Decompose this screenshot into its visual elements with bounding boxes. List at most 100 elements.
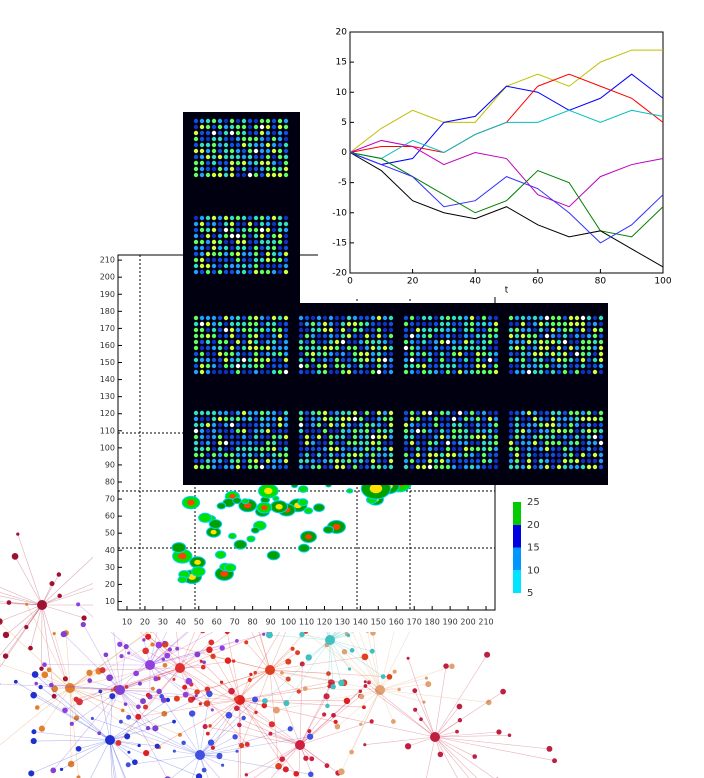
echo [224,563,237,573]
heat-cell [328,327,334,333]
heat-cell [265,233,271,239]
heat-cell [235,172,241,178]
heat-cell [259,357,265,363]
heat-cell [532,464,538,470]
heat-cell [259,221,265,227]
edge [239,699,241,778]
heat-cell [508,345,514,351]
edge [69,687,79,778]
heat-cell [253,227,259,233]
node [287,726,293,732]
heat-cell [193,233,199,239]
heat-cell [445,410,451,416]
heat-cell [532,321,538,327]
heat-cell [532,434,538,440]
heat-cell [316,327,322,333]
node [49,581,55,587]
node [73,696,79,702]
node [160,697,167,703]
node [299,631,305,638]
edge [119,689,164,701]
heat-cell [493,315,499,321]
heat-cell [457,452,463,458]
heat-cell [235,166,241,172]
heat-cell [328,351,334,357]
heat-cell [481,315,487,321]
heat-cell [376,452,382,458]
node [159,694,164,699]
heat-cell [271,221,277,227]
heat-cell [388,410,394,416]
y-tick-label: 60 [105,512,115,521]
heat-cell [211,160,217,166]
heat-cell [205,136,211,142]
heat-cell [382,440,388,446]
node [419,717,423,722]
heat-cell [574,416,580,422]
node [457,718,463,723]
heat-cell [211,357,217,363]
heat-cell [217,263,223,269]
node [117,641,123,647]
heat-cell [193,446,199,452]
edge [434,736,555,762]
heat-cell [304,410,310,416]
heat-cell [340,464,346,470]
heat-cell [193,263,199,269]
echo [346,488,354,494]
edge [33,731,111,741]
heat-cell [439,422,445,428]
edge [83,624,121,691]
node [210,708,214,712]
heat-cell [271,452,277,458]
heat-cell [433,464,439,470]
heat-cell [556,327,562,333]
node [205,731,210,736]
heat-cell [580,345,586,351]
heat-cell [358,333,364,339]
heat-cell [370,315,376,321]
heat-cell [193,357,199,363]
edge [379,683,429,691]
heat-cell [229,434,235,440]
hub [65,683,75,693]
heat-cell [487,428,493,434]
heat-cell [340,422,346,428]
heat-cell [439,357,445,363]
node [97,731,102,736]
heat-cell [457,410,463,416]
edge [239,699,364,708]
heat-cell [364,363,370,369]
heat-cell [298,410,304,416]
heat-cell [388,434,394,440]
heat-cell [562,369,568,375]
heat-cell [205,221,211,227]
heat-cell [229,154,235,160]
heat-cell [205,148,211,154]
heat-cell [283,446,289,452]
echo [298,485,309,493]
heat-cell [199,458,205,464]
heat-cell [265,351,271,357]
heat-cell [283,251,289,257]
heat-cell [271,446,277,452]
heat-cell [223,251,229,257]
heat-cell [235,410,241,416]
edge [199,728,291,756]
heat-cell [265,227,271,233]
x-tick-label: 210 [478,618,493,627]
heat-cell [451,327,457,333]
heat-cell [538,452,544,458]
heat-cell [298,315,304,321]
heat-cell [409,416,415,422]
node [275,762,282,770]
edge [434,736,550,750]
heat-cell [199,416,205,422]
heat-cell [520,333,526,339]
heat-cell [586,440,592,446]
node [280,670,284,675]
heat-cell [247,440,253,446]
heat-cell [334,446,340,452]
heat-cell [253,452,259,458]
heat-cell [199,327,205,333]
